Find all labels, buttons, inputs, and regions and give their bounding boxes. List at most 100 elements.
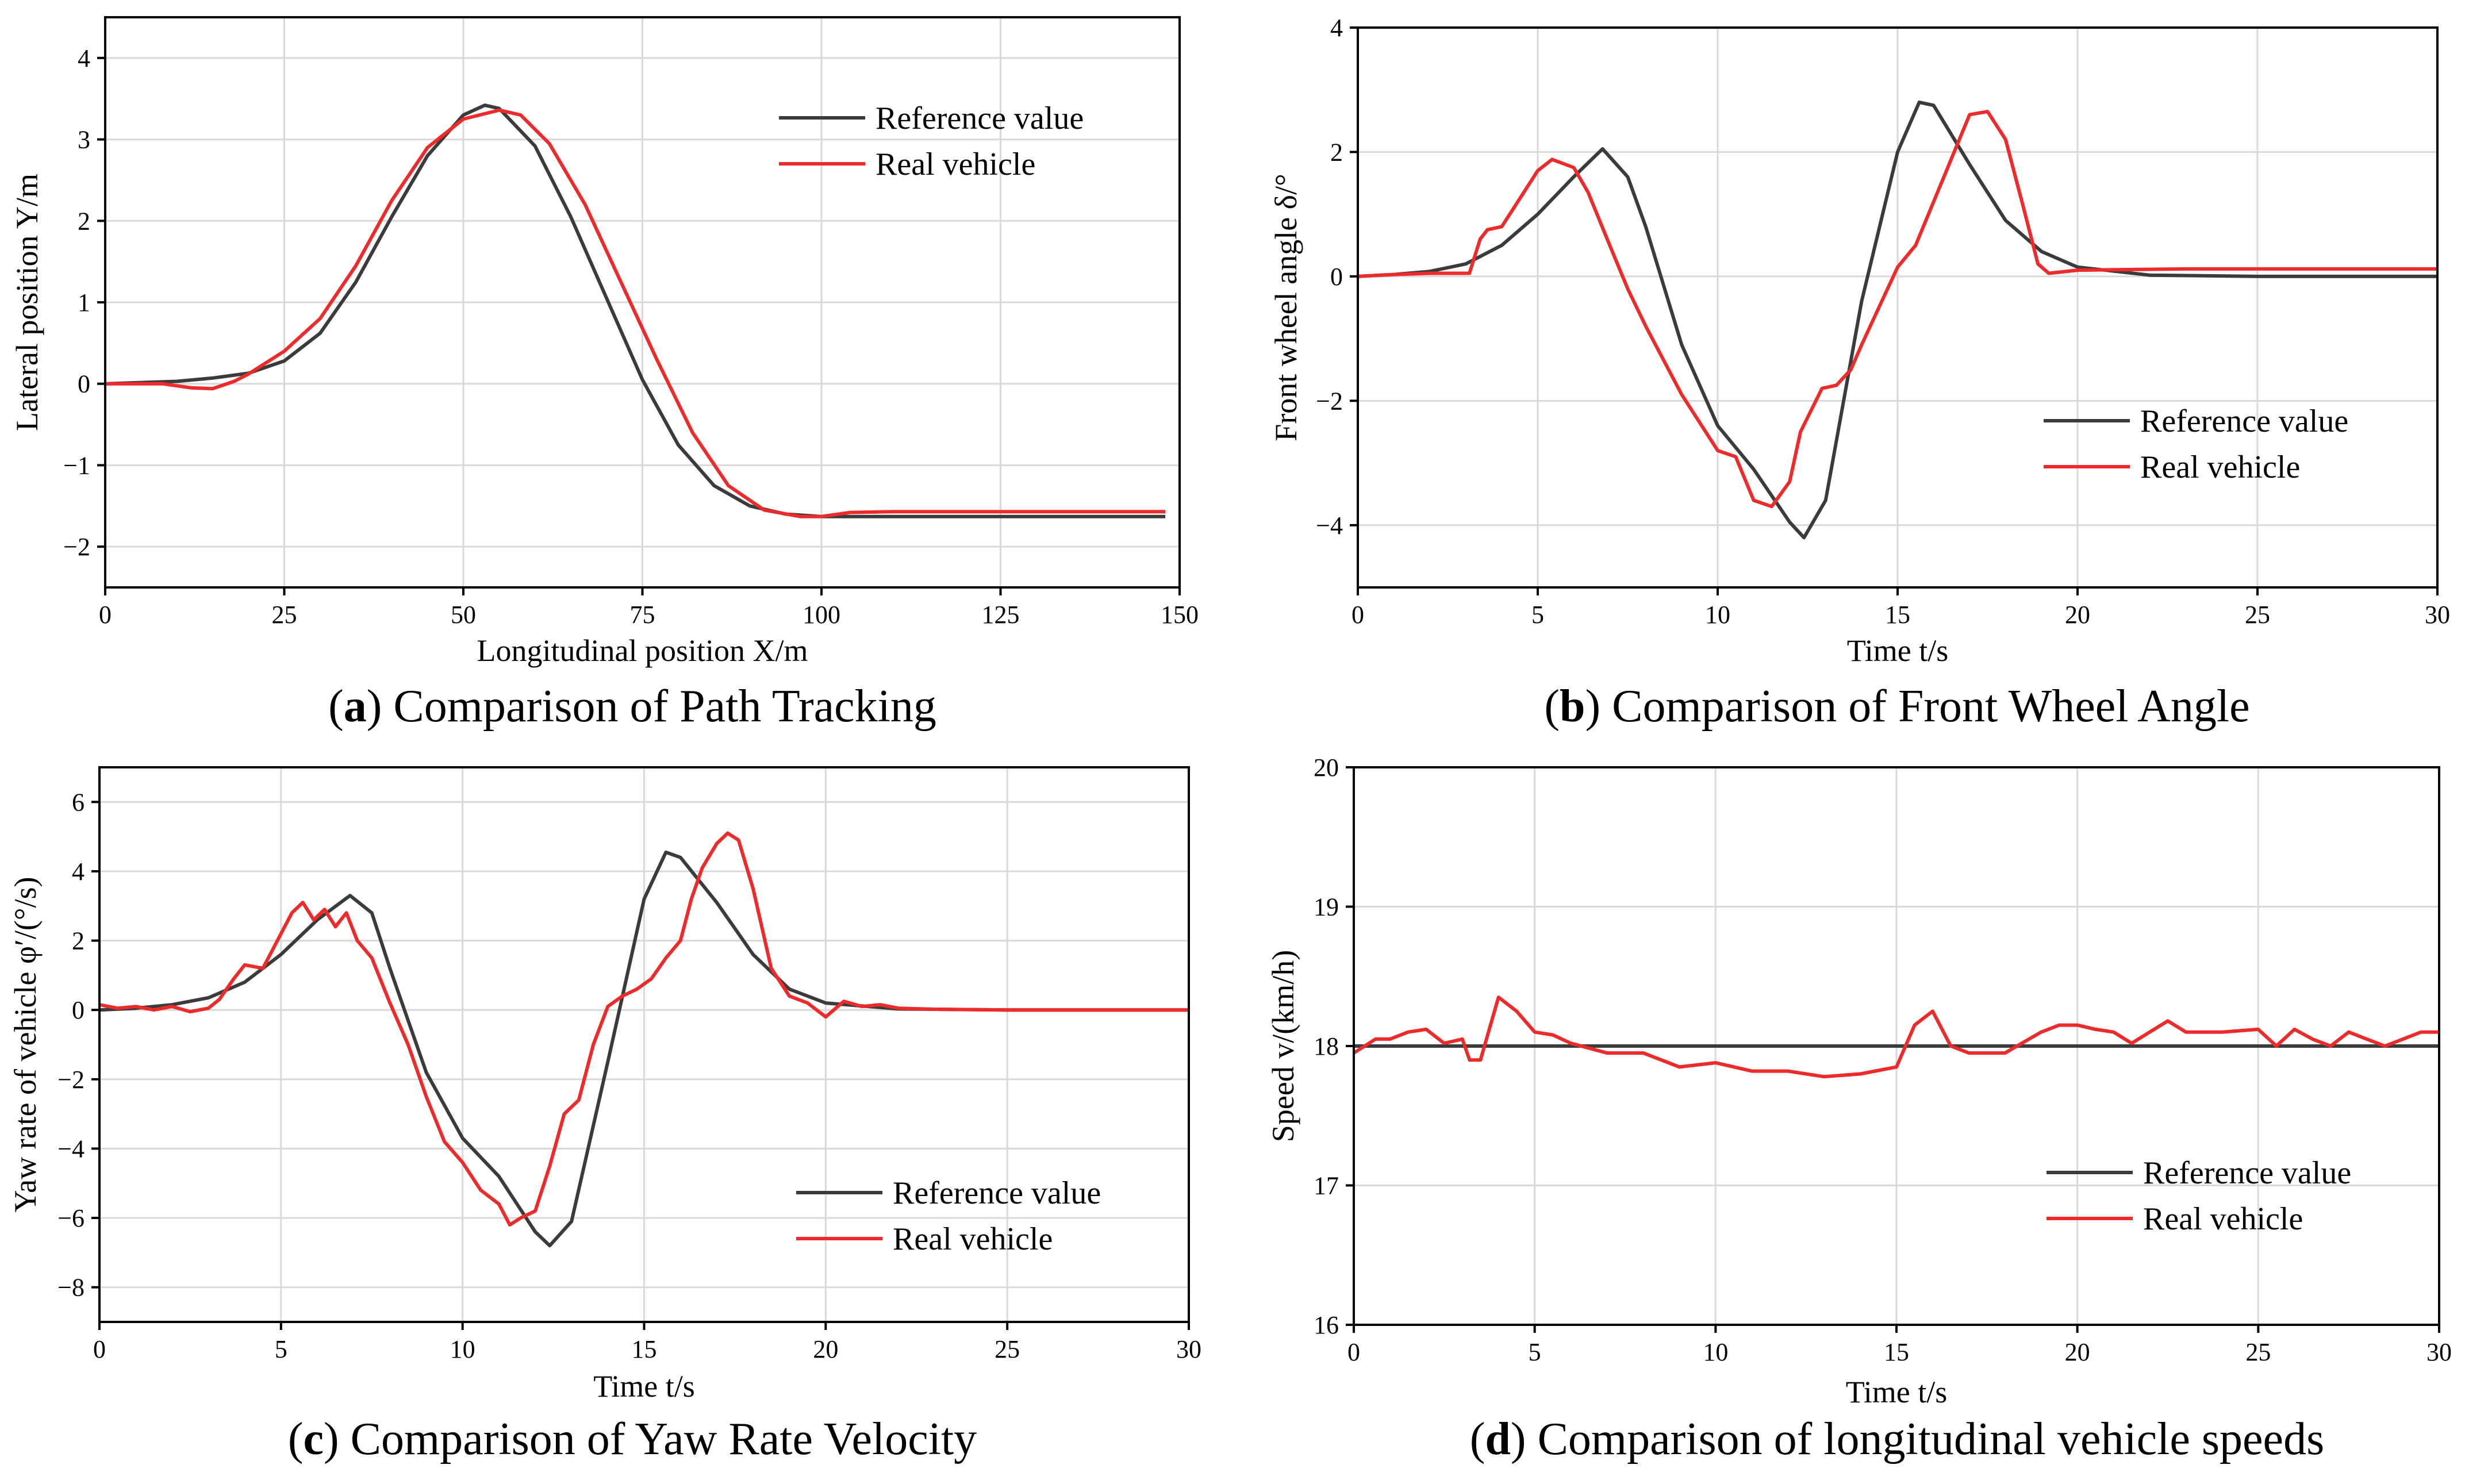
y-tick-label: 0 [72, 996, 85, 1024]
y-tick-label: 4 [1330, 14, 1343, 42]
x-tick-label: 10 [1703, 1338, 1728, 1366]
x-tick-label: 100 [803, 601, 840, 629]
x-axis-title: Time t/s [1846, 1375, 1948, 1409]
legend-reference-label: Reference value [2140, 403, 2348, 439]
x-tick-label: 25 [995, 1335, 1020, 1363]
y-tick-label: −4 [1316, 512, 1343, 540]
legend: Reference value Real vehicle [2047, 1155, 2351, 1237]
x-tick-label: 30 [2425, 601, 2450, 629]
x-tick-label: 0 [99, 601, 112, 629]
y-tick-label: 18 [1314, 1032, 1339, 1060]
caption-open-paren: ( [1544, 681, 1560, 732]
x-tick-label: 150 [1161, 601, 1199, 629]
y-tick-label: 20 [1314, 753, 1339, 782]
caption: (a) Comparison of Path Tracking [328, 681, 936, 732]
y-axis-title: Lateral position Y/m [10, 174, 44, 431]
caption-letter: c [303, 1414, 324, 1464]
y-tick-label: 0 [1330, 263, 1343, 291]
x-tick-label: 15 [1885, 601, 1910, 629]
y-axis-title: Front wheel angle δ/° [1269, 174, 1303, 441]
chart-b: 0 5 10 15 20 25 30 −4 −2 0 2 4 Time t/s Front wheel a… [1269, 14, 2450, 732]
y-axis-title: Yaw rate of vehicle φ′/(°/s) [8, 877, 43, 1213]
y-tick-label: 2 [72, 927, 85, 955]
y-tick-label: −2 [63, 533, 90, 561]
y-tick-label: 17 [1314, 1172, 1339, 1200]
legend-real-label: Real vehicle [2140, 449, 2300, 485]
legend: Reference value Real vehicle [796, 1175, 1101, 1257]
caption: (d) Comparison of longitudinal vehicle s… [1470, 1414, 2324, 1464]
caption-title: ) Comparison of Yaw Rate Velocity [324, 1414, 977, 1464]
x-tick-label: 15 [1884, 1338, 1909, 1366]
y-tick-label: 3 [78, 126, 90, 154]
y-tick-label: 4 [72, 858, 85, 886]
chart-d: 0 5 10 15 20 25 30 16 17 18 19 20 Time t/s Speed v/(k… [1266, 753, 2452, 1464]
legend-real-label: Real vehicle [893, 1221, 1053, 1257]
x-tick-label: 30 [2426, 1338, 2452, 1366]
series-real-line [1358, 110, 2437, 509]
y-tick-label: 0 [78, 370, 90, 398]
y-tick-label: 16 [1314, 1311, 1339, 1339]
y-tick-label: 19 [1314, 893, 1339, 921]
y-tick-label: −6 [57, 1204, 85, 1232]
x-axis-title: Time t/s [1847, 633, 1949, 668]
x-tick-label: 20 [813, 1335, 838, 1363]
y-tick-label: 2 [1330, 138, 1343, 166]
y-axis-title: Speed v/(km/h) [1266, 950, 1300, 1142]
x-tick-label: 125 [982, 601, 1020, 629]
y-tick-label: 2 [78, 207, 90, 235]
y-tick-label: −1 [63, 451, 90, 479]
x-tick-label: 0 [1351, 601, 1364, 629]
x-tick-label: 25 [272, 601, 297, 629]
y-tick-label: −2 [1316, 387, 1343, 415]
caption-title: ) Comparison of Front Wheel Angle [1585, 681, 2250, 732]
caption: (b) Comparison of Front Wheel Angle [1544, 681, 2249, 732]
x-tick-label: 10 [450, 1335, 475, 1363]
legend-real-label: Real vehicle [876, 147, 1035, 182]
caption-open-paren: ( [288, 1414, 304, 1464]
y-tick-label: −2 [57, 1066, 85, 1094]
caption-title: ) Comparison of Path Tracking [367, 681, 936, 732]
caption-letter: a [344, 681, 367, 732]
caption-open-paren: ( [328, 681, 344, 732]
legend-reference-label: Reference value [876, 101, 1084, 136]
legend: Reference value Real vehicle [2044, 403, 2348, 485]
x-tick-label: 20 [2065, 1338, 2090, 1366]
x-axis-title: Time t/s [593, 1369, 695, 1404]
x-axis-title: Longitudinal position X/m [477, 633, 808, 668]
y-tick-label: 1 [78, 289, 90, 317]
y-tick-label: 6 [72, 788, 85, 816]
series-real-line [99, 831, 1189, 1227]
chart-a: 0 25 50 75 100 125 150 −2 −1 0 1 2 3 4 Longitudinal po… [10, 16, 1199, 732]
legend: Reference value Real vehicle [779, 101, 1084, 182]
legend-real-label: Real vehicle [2143, 1201, 2303, 1237]
y-tick-label: −4 [57, 1135, 85, 1163]
caption-title: ) Comparison of longitudinal vehicle spe… [1511, 1414, 2324, 1464]
caption-letter: d [1485, 1414, 1511, 1464]
series-reference-line [105, 103, 1166, 518]
y-tick-label: −8 [57, 1274, 85, 1302]
caption: (c) Comparison of Yaw Rate Velocity [288, 1414, 977, 1464]
x-tick-label: 5 [275, 1335, 287, 1363]
x-tick-label: 20 [2065, 601, 2090, 629]
chart-c: 0 5 10 15 20 25 30 −8 −6 −4 −2 0 2 4 6 Time t/s Yaw rate… [8, 766, 1201, 1464]
x-tick-label: 75 [630, 601, 655, 629]
caption-letter: b [1560, 681, 1585, 732]
x-tick-label: 25 [2245, 1338, 2271, 1366]
series-real-line [1354, 995, 2439, 1079]
y-tick-label: 4 [78, 44, 90, 72]
x-tick-label: 0 [1347, 1338, 1360, 1366]
x-tick-label: 50 [451, 601, 476, 629]
x-tick-label: 15 [632, 1335, 657, 1363]
series-reference-line [1358, 100, 2437, 540]
series-real-line [105, 108, 1166, 518]
x-tick-label: 5 [1531, 601, 1544, 629]
x-tick-label: 5 [1529, 1338, 1541, 1366]
legend-reference-label: Reference value [2143, 1155, 2351, 1191]
caption-open-paren: ( [1470, 1414, 1485, 1464]
x-tick-label: 25 [2245, 601, 2270, 629]
x-tick-label: 0 [93, 1335, 106, 1363]
x-tick-label: 30 [1176, 1335, 1201, 1363]
x-tick-label: 10 [1705, 601, 1730, 629]
legend-reference-label: Reference value [893, 1175, 1101, 1211]
